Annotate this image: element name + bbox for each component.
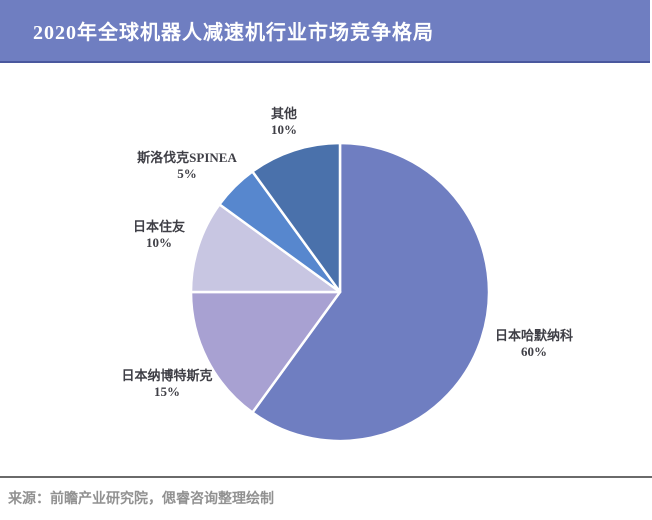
slice-percent: 15% [154, 384, 180, 399]
pie-slice-1 [251, 141, 491, 443]
slice-name: 日本住友 [132, 219, 185, 234]
slice-label-nabtesco: 日本纳博特斯克 15% [92, 368, 242, 400]
slice-name: 其他 [270, 106, 297, 121]
slice-name: 斯洛伐克SPINEA [137, 150, 237, 165]
slice-label-sumitomo: 日本住友 10% [99, 219, 219, 251]
slice-percent: 10% [271, 122, 297, 137]
slice-percent: 5% [177, 166, 197, 181]
slice-percent: 60% [521, 344, 547, 359]
source-note: 来源：前瞻产业研究院，偲睿咨询整理绘制 [8, 490, 274, 506]
slice-name: 日本纳博特斯克 [121, 368, 213, 383]
pie-slice-3 [189, 203, 342, 294]
pie-slice-5 [251, 141, 342, 294]
header-banner: 2020年全球机器人减速机行业市场竞争格局 [0, 0, 650, 63]
footer: 来源：前瞻产业研究院，偲睿咨询整理绘制 [0, 476, 652, 520]
pie-slice-2 [189, 290, 342, 414]
slice-label-others: 其他 10% [244, 106, 324, 138]
slice-name: 日本哈默纳科 [494, 328, 573, 343]
page-title: 2020年全球机器人减速机行业市场竞争格局 [33, 22, 434, 44]
slice-percent: 10% [146, 235, 172, 250]
slice-label-hamonaco: 日本哈默纳科 60% [474, 328, 594, 360]
slice-label-spinea: 斯洛伐克SPINEA 5% [102, 150, 272, 182]
